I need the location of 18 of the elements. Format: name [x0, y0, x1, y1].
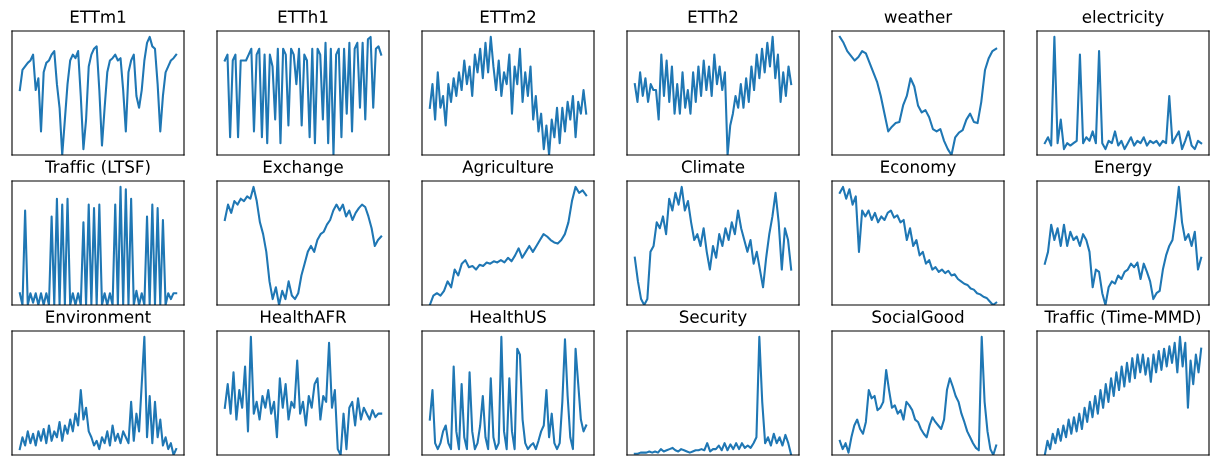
chart-title: Traffic (LTSF)	[44, 160, 150, 175]
chart-title: ETTm2	[480, 10, 536, 23]
chart-title: Environment	[46, 310, 151, 323]
chart-title: ETTh1	[278, 10, 328, 23]
chart-title: SocialGood	[872, 310, 964, 323]
chart-title: Energy	[1095, 160, 1152, 177]
chart-title: Economy	[881, 160, 956, 177]
chart-title: ETTh2	[688, 10, 738, 23]
chart-title: ETTm1	[70, 10, 126, 23]
chart-title: HealthUS	[470, 310, 546, 323]
chart-title: Security	[679, 310, 747, 327]
chart-title: Exchange	[263, 160, 343, 177]
chart-title: electricity	[1082, 10, 1164, 27]
chart-title: Climate	[681, 160, 745, 173]
chart-title: HealthAFR	[260, 310, 347, 323]
chart-title: Traffic (Time-MMD)	[1044, 310, 1201, 325]
chart-title: weather	[884, 10, 953, 23]
chart-title: Agriculture	[462, 160, 553, 177]
